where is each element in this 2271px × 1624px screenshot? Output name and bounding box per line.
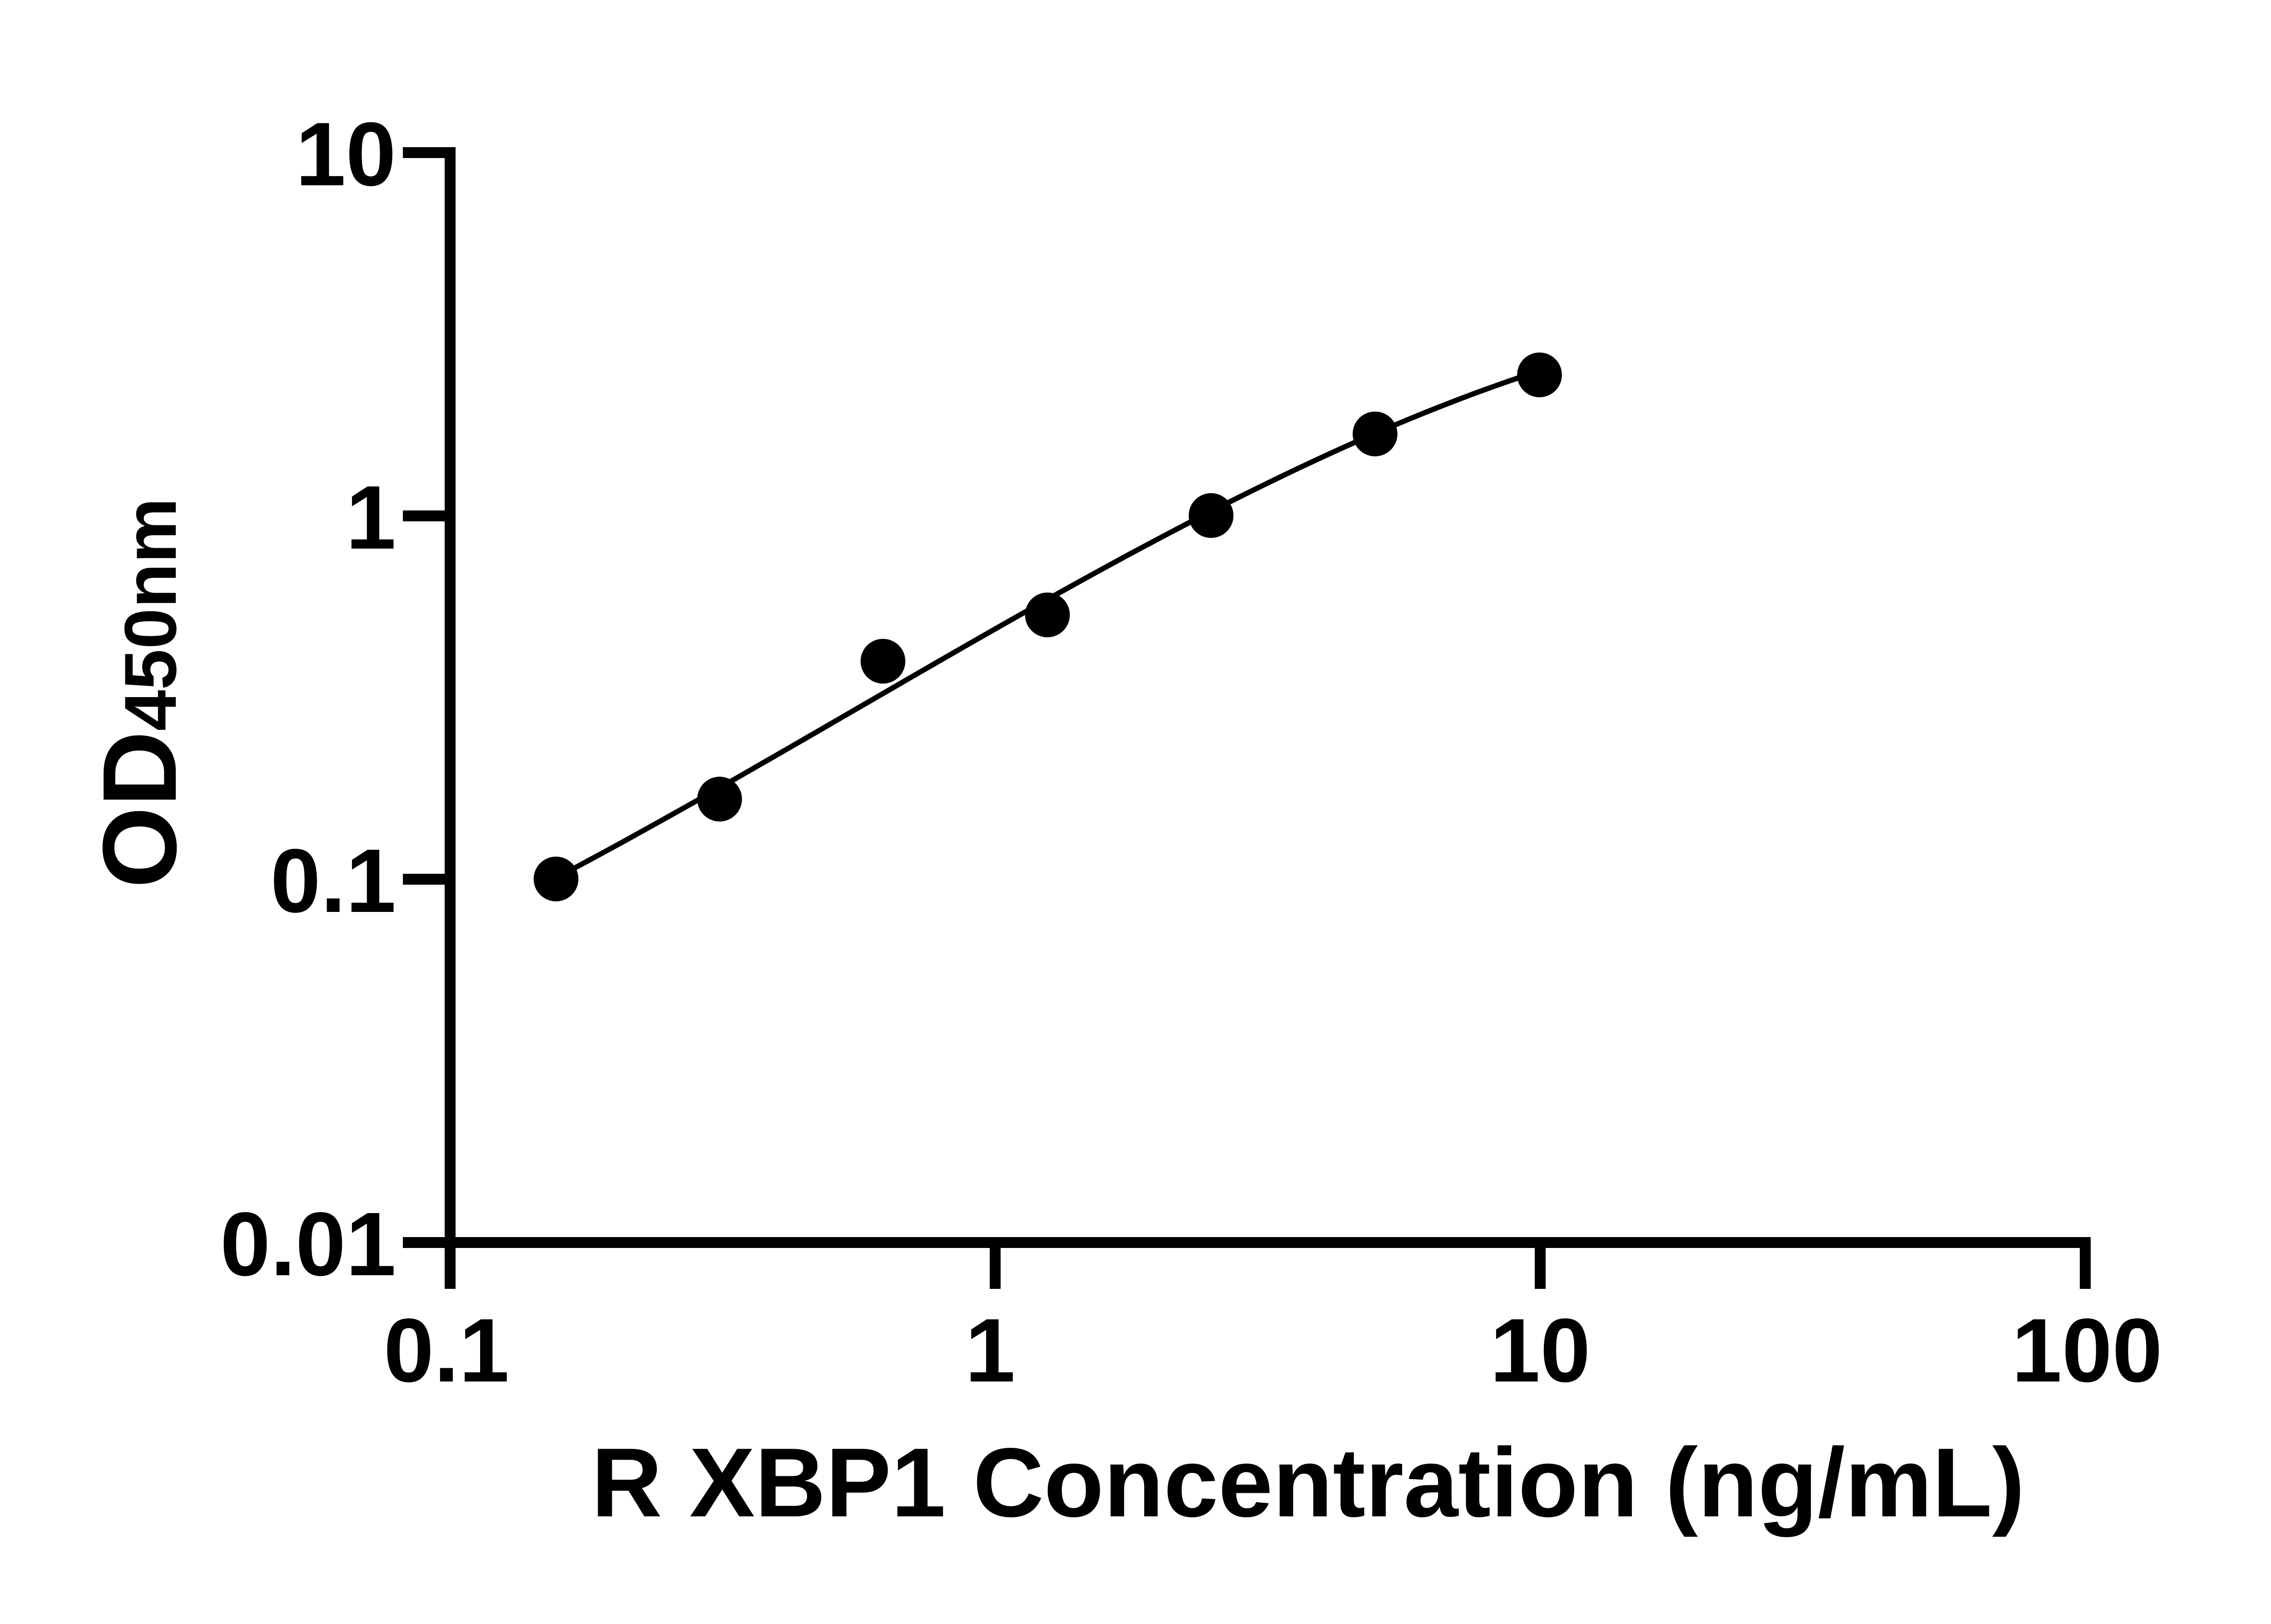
svg-text:1: 1 [346, 467, 396, 568]
svg-text:0.1: 0.1 [384, 1300, 510, 1401]
svg-text:0.1: 0.1 [270, 831, 396, 931]
svg-text:10: 10 [1490, 1300, 1590, 1401]
svg-text:100: 100 [2012, 1300, 2162, 1401]
svg-text:OD450nm: OD450nm [81, 498, 198, 888]
svg-text:R XBP1 Concentration (ng/mL): R XBP1 Concentration (ng/mL) [591, 1427, 2025, 1537]
svg-text:10: 10 [296, 104, 396, 205]
svg-text:0.01: 0.01 [220, 1194, 396, 1295]
svg-text:1: 1 [965, 1300, 1016, 1401]
